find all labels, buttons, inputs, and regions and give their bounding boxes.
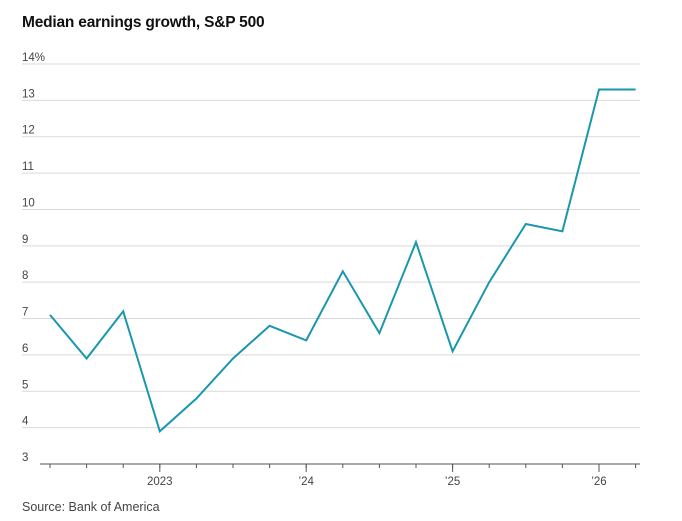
y-axis-ticks: 3 4 5 6 7 8 9 10 11 12 13 14% <box>22 52 45 464</box>
y-tick-label-5: 5 <box>22 379 28 391</box>
y-tick-label-9: 9 <box>22 234 28 246</box>
y-tick-label-7: 7 <box>22 307 28 319</box>
y-tick-label-13: 13 <box>22 88 35 100</box>
y-tick-label-8: 8 <box>22 270 28 282</box>
y-tick-label-10: 10 <box>22 197 35 209</box>
chart-title: Median earnings growth, S&P 500 <box>22 14 265 31</box>
x-tick-label-1: ’24 <box>299 476 315 488</box>
x-axis: 2023 ’24 ’25 ’26 <box>40 463 640 488</box>
y-tick-label-6: 6 <box>22 343 28 355</box>
y-tick-label-12: 12 <box>22 125 35 137</box>
series-line-0 <box>49 88 636 434</box>
y-tick-label-11: 11 <box>22 161 34 173</box>
series-layer <box>49 88 636 434</box>
y-tick-label-14: 14% <box>22 52 45 64</box>
source-note: Source: Bank of America <box>22 500 160 514</box>
x-tick-label-3: ’26 <box>591 476 606 488</box>
x-tick-label-2: ’25 <box>445 476 460 488</box>
y-tick-label-4: 4 <box>22 416 29 428</box>
gridlines <box>22 63 640 429</box>
x-tick-label-0: 2023 <box>147 476 173 488</box>
y-tick-label-3: 3 <box>22 452 28 464</box>
